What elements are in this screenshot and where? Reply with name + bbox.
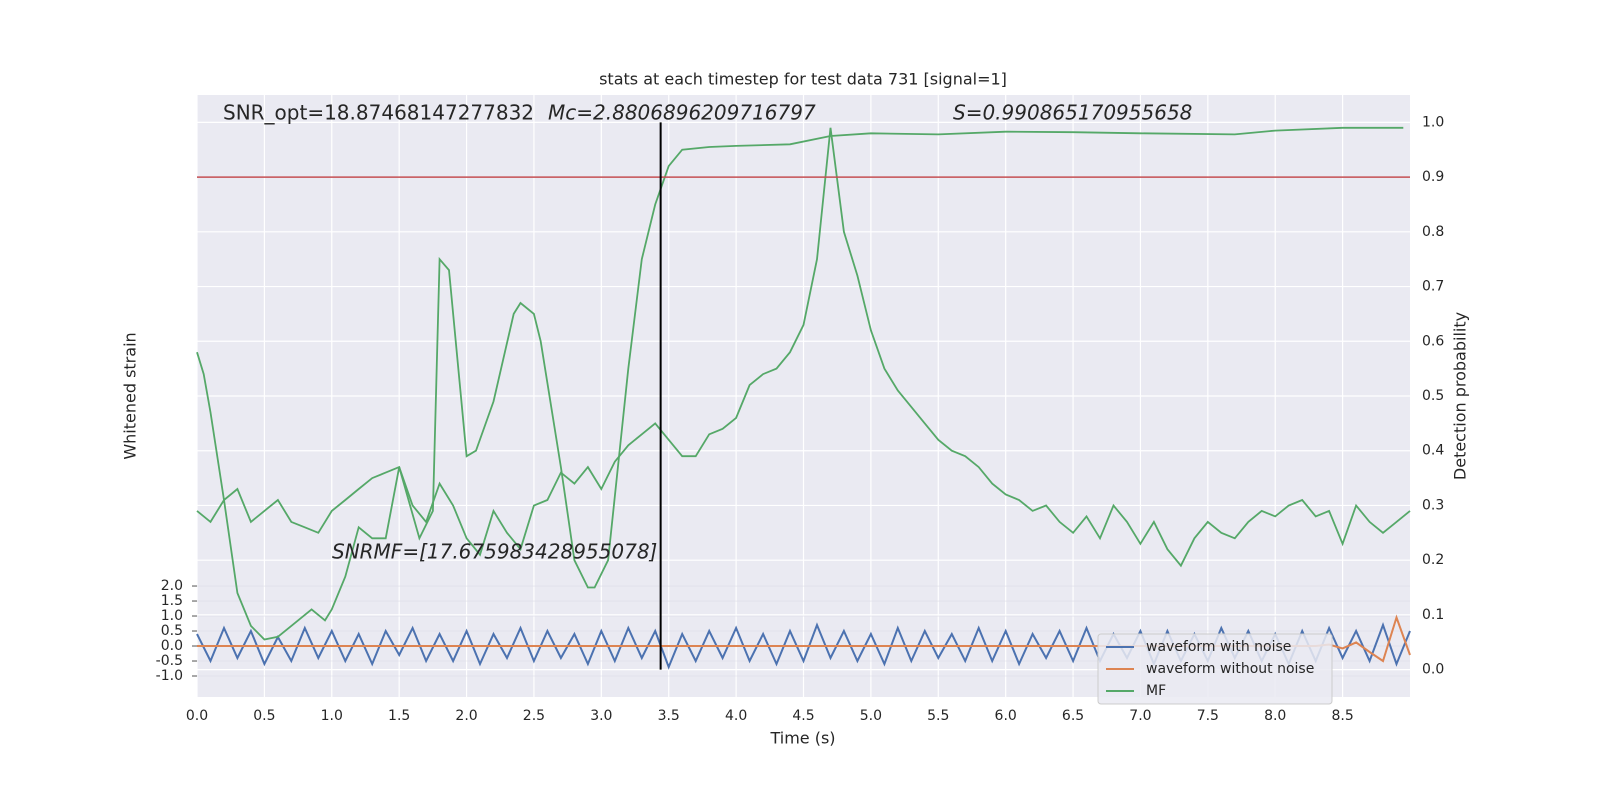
y2-tick-label: 0.7: [1422, 279, 1444, 295]
legend-box: [1097, 633, 1333, 705]
y-tick-label: 1.0: [161, 608, 183, 624]
grid: [196, 95, 1410, 697]
y2-tick-label: 0.5: [1422, 388, 1444, 404]
y-tick-label: 2.0: [161, 578, 183, 594]
x-tick-label: 4.0: [725, 708, 747, 724]
x-tick-label: 3.5: [658, 708, 680, 724]
x-tick-label: 0.5: [253, 708, 275, 724]
x-tick-label: 1.0: [321, 708, 343, 724]
x-tick-label: 2.5: [523, 708, 545, 724]
y2-tick-label: 0.1: [1422, 607, 1444, 623]
y2-tick-label: 0.8: [1422, 224, 1444, 240]
x-tick-label: 7.0: [1129, 708, 1151, 724]
x-tick-label: 3.0: [590, 708, 612, 724]
annotation: S=0.990865170955658: [953, 101, 1192, 125]
y2-tick-label: 1.0: [1422, 114, 1444, 130]
y2-tick-label: 0.3: [1422, 497, 1444, 513]
x-tick-label: 6.5: [1062, 708, 1084, 724]
x-tick-label: 1.5: [388, 708, 410, 724]
x-tick-label: 5.0: [860, 708, 882, 724]
x-axis-label: Time (s): [769, 729, 835, 748]
legend-label: waveform with noise: [1146, 639, 1291, 655]
x-tick-label: 4.5: [792, 708, 814, 724]
y-tick-label: 0.5: [161, 623, 183, 639]
y-tick-label: -1.0: [156, 668, 183, 684]
x-tick-label: 5.5: [927, 708, 949, 724]
y-axis-label: Whitened strain: [121, 332, 140, 459]
annotation: Mc=2.8806896209716797: [548, 101, 816, 125]
x-tick-label: 2.0: [455, 708, 477, 724]
annotation: SNR_opt=18.87468147277832: [223, 101, 534, 125]
x-tick-label: 6.0: [995, 708, 1017, 724]
y2-tick-label: 0.4: [1422, 443, 1444, 459]
y-tick-label: -0.5: [156, 653, 183, 669]
x-tick-label: 7.5: [1197, 708, 1219, 724]
y2-tick-label: 0.9: [1422, 169, 1444, 185]
series-line: [196, 126, 1404, 641]
y2-axis-label: Detection probability: [1451, 312, 1470, 480]
y2-tick-label: 0.0: [1422, 662, 1444, 678]
legend-label: MF: [1146, 683, 1166, 699]
chart-title: stats at each timestep for test data 731…: [599, 70, 1007, 89]
y-tick-label: 1.5: [161, 593, 183, 609]
x-tick-label: 8.0: [1264, 708, 1286, 724]
annotation: SNRMF=[17.675983428955078]: [332, 540, 657, 564]
legend: waveform with noise waveform without nois…: [1097, 633, 1333, 705]
y2-tick-label: 0.2: [1422, 552, 1444, 568]
x-tick-label: 0.0: [186, 708, 208, 724]
y-tick-label: 0.0: [161, 638, 183, 654]
y2-tick-label: 0.6: [1422, 333, 1444, 349]
x-tick-label: 8.5: [1331, 708, 1353, 724]
legend-label: waveform without noise: [1146, 661, 1314, 677]
